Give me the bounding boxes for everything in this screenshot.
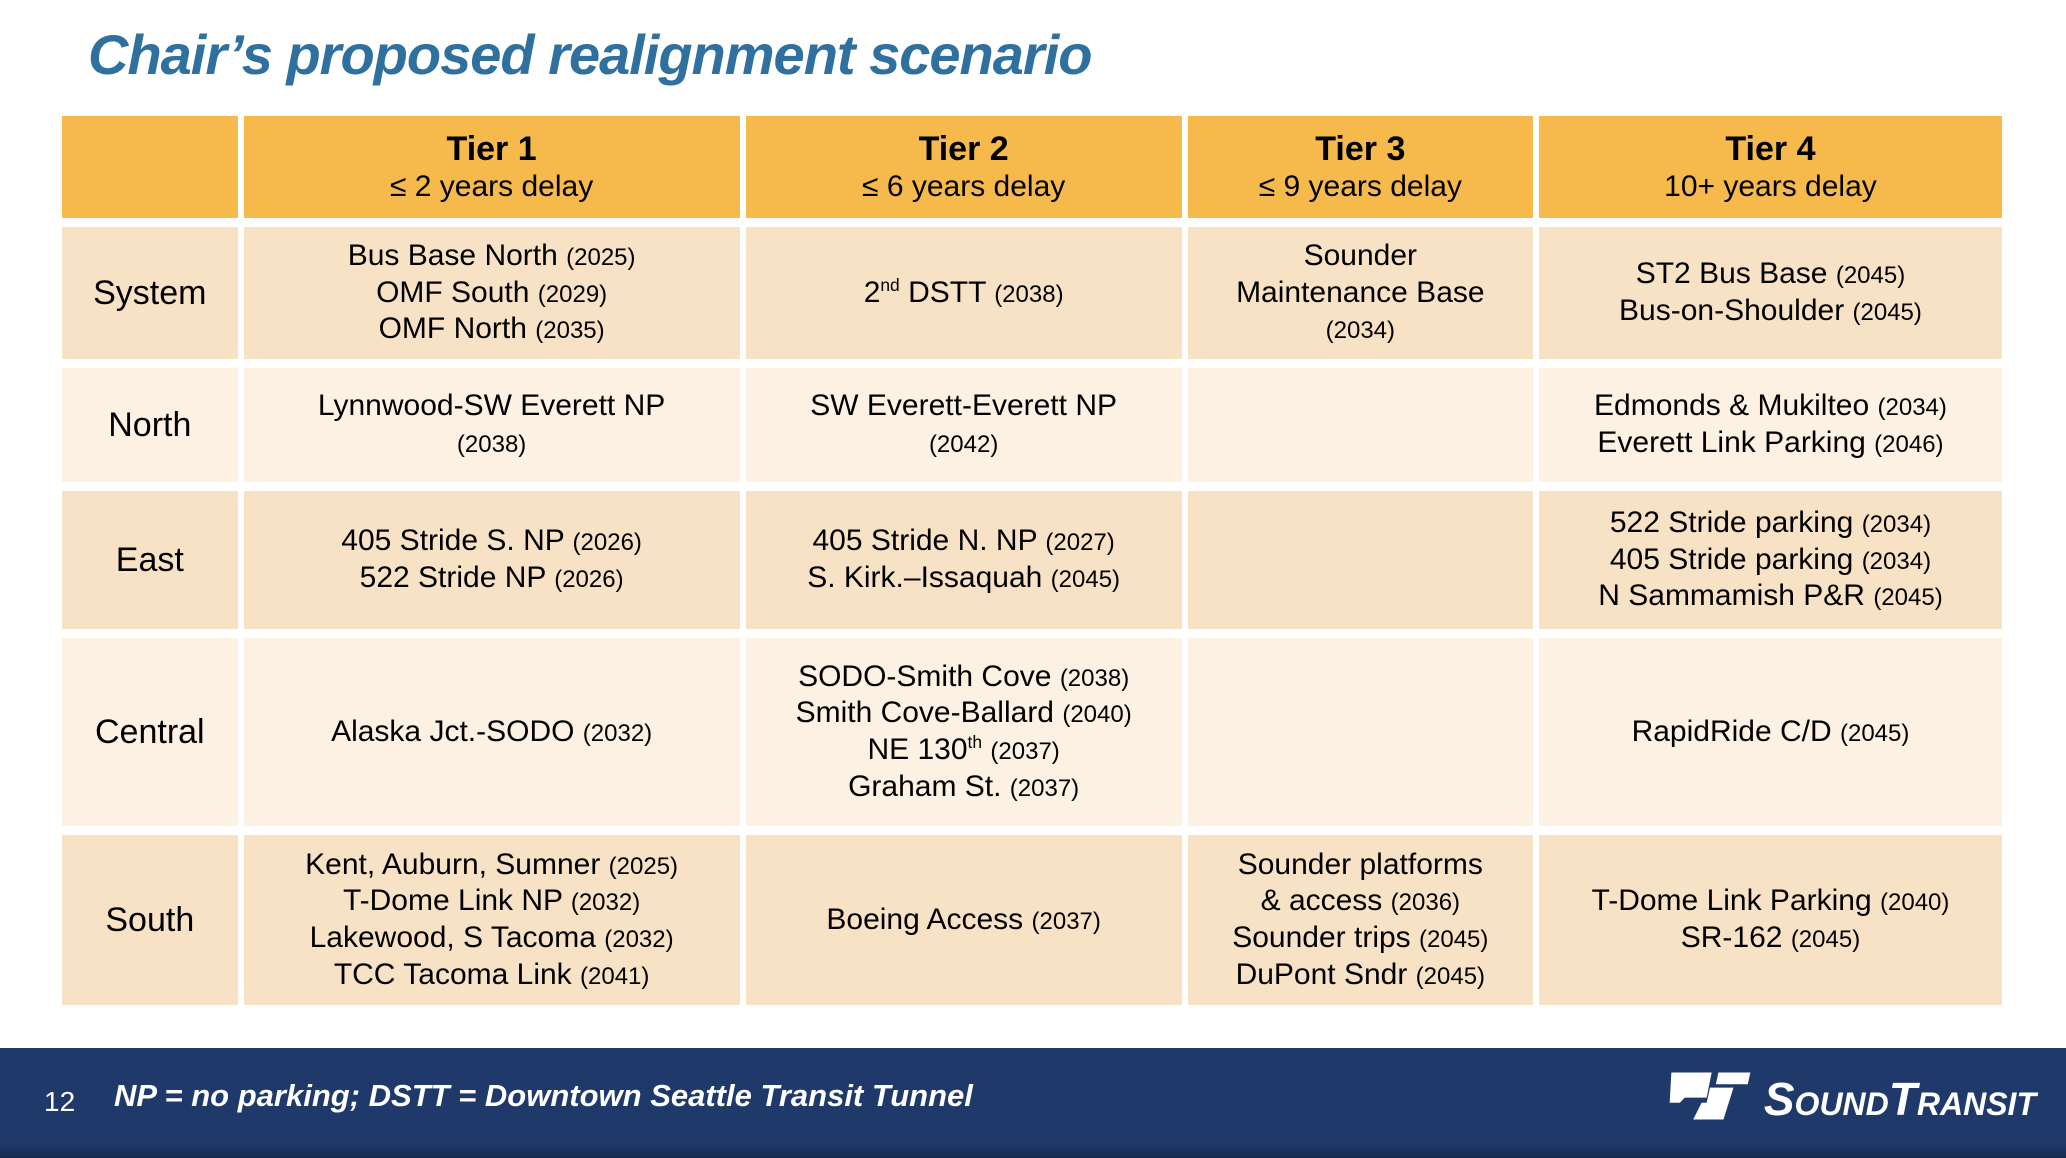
tier-3-header: Tier 3 ≤ 9 years delay xyxy=(1187,116,1533,218)
cell-system-tier1: Bus Base North (2025) OMF South (2029) OMF… xyxy=(243,227,740,359)
cell-system-tier2: 2nd DSTT (2038) xyxy=(745,227,1182,359)
cell-east-tier4: 522 Stride parking (2034) 405 Stride park… xyxy=(1538,491,2002,629)
cell-east-tier1: 405 Stride S. NP (2026) 522 Stride NP (20… xyxy=(243,491,740,629)
realignment-table: Tier 1 ≤ 2 years delay Tier 2 ≤ 6 years del… xyxy=(62,116,2002,1005)
cell-south-tier1: Kent, Auburn, Sumner (2025) T-Dome Link N… xyxy=(243,835,740,1005)
footer-bar: 12 NP = no parking; DSTT = Downtown Seat… xyxy=(0,1048,2066,1158)
cell-central-tier4: RapidRide C/D (2045) xyxy=(1538,638,2002,826)
row-label-north: North xyxy=(62,368,238,482)
cell-north-tier3 xyxy=(1187,368,1533,482)
cell-north-tier2: SW Everett-Everett NP (2042) xyxy=(745,368,1182,482)
soundtransit-logo-icon xyxy=(1668,1064,1752,1133)
cell-south-tier3: Sounder platforms & access (2036) Sounder … xyxy=(1187,835,1533,1005)
soundtransit-brand: SoundTransit xyxy=(1668,1064,2036,1133)
cell-system-tier4: ST2 Bus Base (2045) Bus-on-Shoulder (2045… xyxy=(1538,227,2002,359)
row-label-central: Central xyxy=(62,638,238,826)
row-label-system: System xyxy=(62,227,238,359)
tier-1-header: Tier 1 ≤ 2 years delay xyxy=(243,116,740,218)
cell-system-tier3: Sounder Maintenance Base (2034) xyxy=(1187,227,1533,359)
page-number: 12 xyxy=(44,1086,76,1117)
row-label-east: East xyxy=(62,491,238,629)
row-label-south: South xyxy=(62,835,238,1005)
tier-2-header: Tier 2 ≤ 6 years delay xyxy=(745,116,1182,218)
cell-north-tier1: Lynnwood-SW Everett NP (2038) xyxy=(243,368,740,482)
cell-east-tier2: 405 Stride N. NP (2027) S. Kirk.–Issaquah… xyxy=(745,491,1182,629)
page-title: Chair’s proposed realignment scenario xyxy=(88,23,1092,86)
tier-4-header: Tier 4 10+ years delay xyxy=(1538,116,2002,218)
soundtransit-wordmark: SoundTransit xyxy=(1763,1072,2036,1125)
table-corner-cell xyxy=(62,116,238,218)
cell-south-tier2: Boeing Access (2037) xyxy=(745,835,1182,1005)
cell-central-tier1: Alaska Jct.-SODO (2032) xyxy=(243,638,740,826)
cell-central-tier2: SODO-Smith Cove (2038) Smith Cove-Ballard… xyxy=(745,638,1182,826)
cell-north-tier4: Edmonds & Mukilteo (2034) Everett Link Pa… xyxy=(1538,368,2002,482)
cell-east-tier3 xyxy=(1187,491,1533,629)
footer-note: NP = no parking; DSTT = Downtown Seattle… xyxy=(114,1078,973,1113)
cell-south-tier4: T-Dome Link Parking (2040) SR-162 (2045) xyxy=(1538,835,2002,1005)
cell-central-tier3 xyxy=(1187,638,1533,826)
